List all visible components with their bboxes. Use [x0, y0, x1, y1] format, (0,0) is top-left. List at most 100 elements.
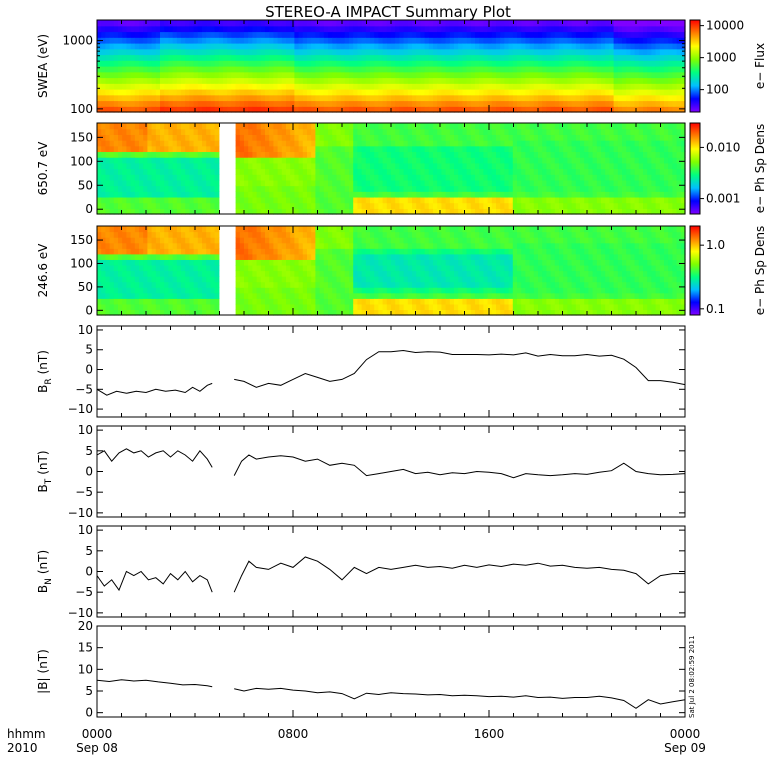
heatmap-cell: [491, 185, 497, 192]
heatmap-cell: [147, 25, 153, 33]
heatmap-cell: [97, 231, 102, 238]
heatmap-cell: [504, 196, 510, 204]
heatmap-cell: [496, 66, 501, 73]
heatmap-cell: [105, 66, 111, 73]
heatmap-cell: [172, 60, 178, 67]
heatmap-cell: [176, 270, 182, 277]
heatmap-cell: [206, 20, 211, 27]
heatmap-cell: [399, 168, 405, 175]
heatmap-cell: [504, 168, 510, 175]
heatmap-cell: [105, 253, 111, 260]
heatmap-cell: [248, 174, 253, 181]
heatmap-cell: [659, 89, 665, 96]
heatmap-cell: [281, 54, 287, 61]
heatmap-cell: [176, 77, 182, 84]
heatmap-cell: [252, 208, 258, 215]
heatmap-cell: [567, 151, 573, 158]
heatmap-cell: [617, 202, 623, 209]
heatmap-cell: [588, 94, 594, 102]
heatmap-cell: [517, 174, 522, 181]
heatmap-cell: [160, 259, 165, 266]
heatmap-cell: [517, 25, 522, 33]
heatmap-cell: [260, 66, 266, 73]
heatmap-cell: [265, 43, 270, 50]
heatmap-cell: [428, 196, 434, 204]
heatmap-cell: [118, 248, 123, 255]
heatmap-cell: [185, 106, 190, 113]
heatmap-cell: [126, 89, 132, 96]
heatmap-cell: [458, 106, 463, 113]
heatmap-cell: [504, 128, 510, 135]
heatmap-cell: [668, 37, 673, 44]
heatmap-cell: [407, 25, 413, 33]
heatmap-cell: [189, 179, 195, 187]
heatmap-cell: [391, 179, 396, 187]
heatmap-cell: [109, 292, 115, 299]
heatmap-cell: [206, 196, 211, 204]
heatmap-cell: [655, 20, 661, 27]
heatmap-cell: [189, 303, 195, 311]
heatmap-cell: [349, 43, 354, 50]
heatmap-cell: [433, 191, 438, 198]
heatmap-cell: [248, 123, 253, 130]
heatmap-cell: [601, 77, 606, 84]
heatmap-cell: [395, 89, 400, 96]
heatmap-cell: [567, 48, 573, 56]
heatmap-cell: [638, 157, 644, 164]
heatmap-cell: [155, 66, 161, 73]
heatmap-cell: [349, 174, 354, 181]
heatmap-cell: [504, 162, 510, 170]
heatmap-cell: [130, 270, 136, 277]
heatmap-cell: [357, 208, 363, 215]
heatmap-cell: [176, 242, 182, 249]
heatmap-cell: [420, 77, 426, 84]
heatmap-cell: [176, 303, 182, 311]
heatmap-cell: [185, 276, 190, 283]
heatmap-cell: [638, 140, 644, 147]
heatmap-cell: [126, 151, 132, 158]
heatmap-cell: [277, 123, 283, 130]
heatmap-cell: [134, 48, 140, 56]
heatmap-cell: [378, 48, 384, 56]
heatmap-cell: [206, 77, 211, 84]
heatmap-cell: [126, 202, 132, 209]
heatmap-cell: [298, 145, 304, 153]
heatmap-cell: [437, 37, 442, 44]
heatmap-cell: [479, 83, 484, 90]
heatmap-cell: [613, 43, 619, 50]
heatmap-cell: [265, 106, 270, 113]
heatmap-cell: [626, 100, 631, 107]
heatmap-cell: [336, 48, 342, 56]
heatmap-cell: [592, 185, 598, 192]
heatmap-cell: [546, 43, 552, 50]
heatmap-cell: [399, 134, 405, 141]
heatmap-cell: [193, 83, 199, 90]
heatmap-cell: [160, 292, 165, 299]
heatmap-cell: [206, 202, 211, 209]
heatmap-cell: [172, 303, 178, 311]
heatmap-cell: [248, 179, 253, 187]
heatmap-cell: [496, 208, 501, 215]
heatmap-cell: [151, 145, 157, 153]
heatmap-cell: [483, 162, 489, 170]
heatmap-cell: [248, 31, 253, 38]
heatmap-cell: [622, 37, 627, 44]
heatmap-cell: [601, 196, 606, 204]
heatmap-cell: [256, 151, 262, 158]
heatmap-cell: [592, 191, 598, 198]
heatmap-cell: [160, 226, 165, 233]
heatmap-cell: [466, 94, 472, 102]
heatmap-cell: [622, 54, 627, 61]
heatmap-cell: [563, 134, 568, 141]
heatmap-cell: [445, 37, 451, 44]
heatmap-cell: [483, 208, 489, 215]
heatmap-cell: [269, 157, 274, 164]
heatmap-cell: [260, 31, 266, 38]
heatmap-cell: [101, 196, 106, 204]
heatmap-cell: [176, 54, 182, 61]
heatmap-cell: [391, 83, 396, 90]
heatmap-cell: [340, 151, 346, 158]
heatmap-cell: [361, 31, 367, 38]
heatmap-cell: [575, 25, 581, 33]
heatmap-cell: [542, 179, 547, 187]
